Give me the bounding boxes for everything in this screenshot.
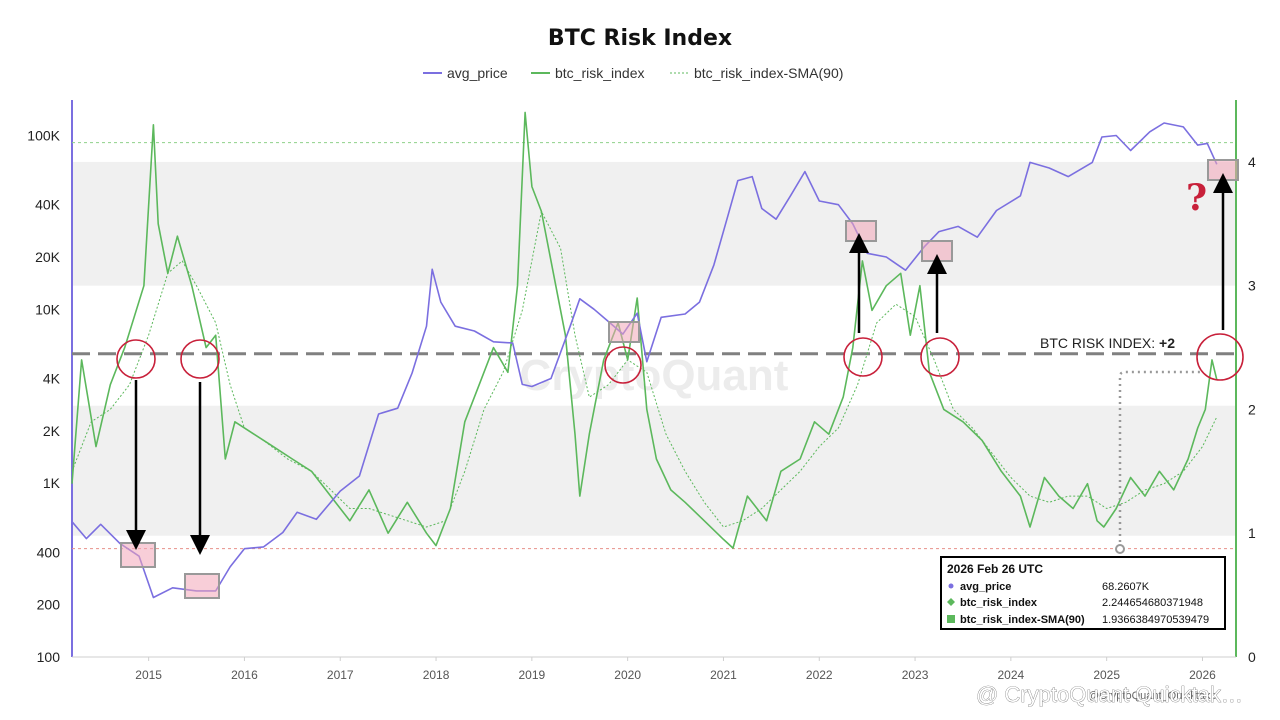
- y-left-tick: 200: [37, 597, 61, 613]
- y-left-tick: 40K: [35, 197, 61, 213]
- x-tick: 2018: [423, 668, 450, 682]
- series-lines: [71, 111, 1218, 599]
- tooltip-label: btc_risk_index-SMA(90): [960, 614, 1085, 626]
- legend-avg-price[interactable]: avg_price: [447, 65, 508, 81]
- highlight-box: [120, 542, 156, 568]
- risk-index-label: BTC RISK INDEX: +2: [1040, 335, 1175, 351]
- tooltip-anchor-dot: [1115, 544, 1125, 554]
- risk-band: [72, 405, 1236, 536]
- chart-title: BTC Risk Index: [548, 26, 732, 51]
- series-line-btc-risk-index: [71, 111, 1218, 549]
- cross-circle: [1196, 333, 1244, 381]
- cross-circle: [604, 346, 642, 384]
- tooltip-marker-risk: [947, 598, 955, 606]
- tooltip-value: 1.9366384970539479: [1102, 614, 1209, 626]
- x-tick: 2015: [135, 668, 162, 682]
- legend: avg_price btc_risk_index btc_risk_index-…: [423, 65, 843, 81]
- y-left-tick: 10K: [35, 301, 61, 317]
- y-right-tick: 4: [1248, 154, 1256, 170]
- reference-lines: [72, 142, 1236, 550]
- highlight-box: [845, 220, 877, 242]
- y-right-tick: 2: [1248, 401, 1256, 417]
- y-right-tick: 3: [1248, 278, 1256, 294]
- tooltip-marker-sma: [947, 615, 955, 623]
- highlight-box: [184, 573, 220, 599]
- cross-circle: [116, 339, 156, 379]
- credit-sub: @CryptoQuant_Quicktake: [1088, 690, 1217, 702]
- cross-circles: [116, 333, 1244, 384]
- question-mark: ?: [1186, 177, 1207, 219]
- x-tick: 2021: [710, 668, 737, 682]
- legend-risk-index[interactable]: btc_risk_index: [555, 65, 645, 81]
- y-left-tick: 20K: [35, 249, 61, 265]
- x-tick: 2023: [902, 668, 929, 682]
- y-left-tick: 100: [37, 649, 61, 665]
- tooltip-box: 2026 Feb 26 UTC avg_price 68.2607K btc_r…: [940, 556, 1226, 630]
- tooltip-value: 68.2607K: [1102, 581, 1150, 593]
- x-tick: 2019: [519, 668, 546, 682]
- x-tick: 2025: [1093, 668, 1120, 682]
- x-tick: 2026: [1189, 668, 1216, 682]
- cross-circle: [180, 339, 220, 379]
- x-tick: 2017: [327, 668, 354, 682]
- cross-circle: [920, 337, 960, 377]
- x-tick: 2024: [998, 668, 1025, 682]
- risk-band: [72, 161, 1236, 286]
- arrows: [126, 173, 1233, 555]
- y-right-tick: 0: [1248, 649, 1256, 665]
- series-line-btc-risk-index-sma-90-: [71, 210, 1218, 528]
- tooltip-marker-avg-price: [948, 583, 954, 589]
- axes: 100 200 400 1K 2K 4K 10K 20K 40K 100K 0 1 2 3 4 2015 201…: [27, 100, 1256, 682]
- tooltip-value: 2.244654680371948: [1102, 597, 1203, 609]
- tooltip-connector: [1118, 370, 1200, 548]
- highlight-box: [1207, 159, 1239, 181]
- highlight-box: [921, 240, 953, 262]
- y-left-tick: 4K: [43, 371, 61, 387]
- series-line-avg-price: [71, 122, 1218, 599]
- tooltip-label: btc_risk_index: [960, 597, 1038, 609]
- risk-bands: [72, 161, 1236, 536]
- y-left-tick: 400: [37, 544, 61, 560]
- tooltip-label: avg_price: [960, 581, 1011, 593]
- y-left-tick: 100K: [27, 127, 60, 143]
- legend-sma[interactable]: btc_risk_index-SMA(90): [694, 65, 843, 81]
- highlight-box: [608, 321, 640, 343]
- tooltip-title: 2026 Feb 26 UTC: [947, 562, 1043, 576]
- watermark: CryptoQuant: [520, 351, 789, 400]
- y-right-tick: 1: [1248, 525, 1256, 541]
- x-tick: 2022: [806, 668, 833, 682]
- x-tick: 2020: [614, 668, 641, 682]
- credit: @ CryptoQuant Quicktak…: [976, 682, 1243, 707]
- tooltip-frame: [940, 556, 1226, 630]
- y-left-tick: 1K: [43, 475, 61, 491]
- y-left-tick: 2K: [43, 423, 61, 439]
- x-tick: 2016: [231, 668, 258, 682]
- cross-circle: [843, 337, 883, 377]
